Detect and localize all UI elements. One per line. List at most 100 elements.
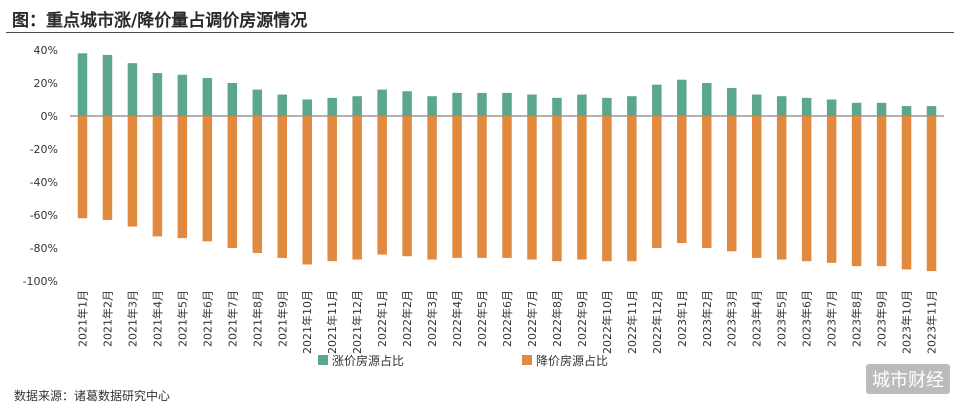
x-tick-label: 2022年5月: [475, 290, 489, 347]
bar-up: [477, 92, 487, 116]
x-axis: 2021年1月 2021年2月 2021年3月 2021年4月 2021年5月 2021年…: [75, 290, 938, 354]
legend-swatch: [318, 355, 328, 365]
bar-up: [527, 94, 537, 116]
bar-down: [127, 116, 138, 227]
x-tick-label: 2022年4月: [450, 290, 464, 347]
bar-down: [876, 116, 887, 267]
bar-down: [527, 116, 537, 260]
bar-up: [851, 102, 862, 116]
x-tick-label: 2021年3月: [125, 290, 139, 347]
bar-up: [327, 97, 337, 116]
bar-up: [702, 83, 712, 116]
bar-up: [402, 91, 412, 116]
y-tick-label: 20%: [34, 77, 58, 90]
bar-down: [327, 116, 337, 262]
bar-up: [552, 97, 562, 116]
bar-up: [277, 94, 288, 116]
x-tick-label: 2023年9月: [875, 290, 889, 347]
bar-down: [901, 116, 912, 270]
bar-up: [127, 63, 138, 116]
bar-down: [452, 116, 462, 258]
bar-down: [252, 116, 263, 253]
bar-up: [826, 99, 837, 116]
bars-group: [77, 53, 937, 272]
x-tick-label: 2022年12月: [650, 290, 664, 354]
y-tick-label: 0%: [41, 110, 58, 123]
bar-up: [901, 106, 912, 116]
bar-down: [202, 116, 213, 242]
bar-up: [252, 89, 263, 116]
bar-up: [602, 97, 612, 116]
x-tick-label: 2021年4月: [150, 290, 164, 347]
bar-up: [876, 102, 887, 116]
legend-label: 涨价房源占比: [332, 353, 404, 368]
bar-down: [102, 116, 113, 220]
bar-down: [652, 116, 662, 248]
bar-down: [427, 116, 437, 260]
bar-down: [577, 116, 587, 260]
bar-down: [851, 116, 862, 267]
bar-up: [427, 96, 437, 116]
bar-down: [926, 116, 937, 272]
x-tick-label: 2023年3月: [725, 290, 739, 347]
bar-down: [377, 116, 387, 255]
x-tick-label: 2023年8月: [850, 290, 864, 347]
x-tick-label: 2021年2月: [100, 290, 114, 347]
legend-label: 降价房源占比: [536, 353, 608, 368]
x-tick-label: 2022年7月: [525, 290, 539, 347]
legend: 涨价房源占比 降价房源占比: [318, 353, 608, 368]
bar-up: [801, 97, 812, 116]
bar-down: [502, 116, 512, 258]
bar-up: [202, 78, 213, 116]
bar-down: [751, 116, 762, 258]
bar-up: [577, 94, 587, 116]
bar-chart: 40%20%0%-20%-40%-60%-80%-100% 2021年1月 202…: [23, 44, 944, 368]
x-tick-label: 2021年7月: [225, 290, 239, 347]
y-tick-label: -60%: [30, 209, 58, 222]
y-tick-label: -20%: [30, 143, 58, 156]
bar-down: [302, 116, 312, 265]
x-tick-label: 2021年6月: [200, 290, 214, 347]
x-tick-label: 2022年6月: [500, 290, 514, 347]
x-tick-label: 2021年12月: [350, 290, 364, 354]
bar-down: [77, 116, 88, 219]
y-tick-label: -80%: [30, 242, 58, 255]
bar-up: [726, 87, 737, 116]
bar-up: [302, 99, 312, 116]
x-tick-label: 2021年1月: [75, 290, 89, 347]
x-tick-label: 2022年8月: [550, 290, 564, 347]
bar-down: [602, 116, 612, 262]
bar-up: [177, 74, 188, 116]
x-tick-label: 2023年5月: [775, 290, 789, 347]
x-tick-label: 2023年10月: [900, 290, 914, 354]
x-tick-label: 2021年5月: [175, 290, 189, 347]
x-tick-label: 2023年11月: [925, 290, 939, 354]
x-tick-label: 2022年3月: [425, 290, 439, 347]
bar-up: [926, 106, 937, 116]
bar-down: [352, 116, 362, 260]
bar-up: [677, 79, 687, 116]
bar-down: [677, 116, 687, 244]
bar-up: [776, 96, 787, 116]
bar-down: [477, 116, 487, 258]
x-tick-label: 2021年8月: [250, 290, 264, 347]
bar-down: [776, 116, 787, 260]
x-tick-label: 2023年7月: [825, 290, 839, 347]
bar-down: [227, 116, 238, 248]
bar-up: [452, 92, 462, 116]
source-note: 数据来源：诸葛数据研究中心: [14, 389, 171, 403]
bar-down: [627, 116, 637, 262]
bar-up: [652, 84, 662, 116]
bar-up: [77, 53, 88, 116]
bar-down: [702, 116, 712, 248]
y-tick-label: 40%: [34, 44, 58, 57]
watermark-label: 城市财经: [866, 364, 950, 394]
x-tick-label: 2022年9月: [575, 290, 589, 347]
bar-down: [801, 116, 812, 262]
x-tick-label: 2023年6月: [800, 290, 814, 347]
bar-down: [552, 116, 562, 262]
title-divider: [6, 32, 954, 33]
bar-up: [502, 92, 512, 116]
bar-down: [402, 116, 412, 257]
bar-down: [826, 116, 837, 263]
